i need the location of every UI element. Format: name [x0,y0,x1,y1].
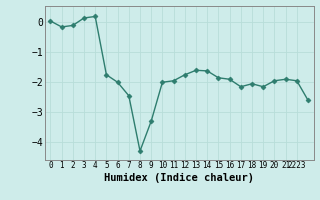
X-axis label: Humidex (Indice chaleur): Humidex (Indice chaleur) [104,173,254,183]
